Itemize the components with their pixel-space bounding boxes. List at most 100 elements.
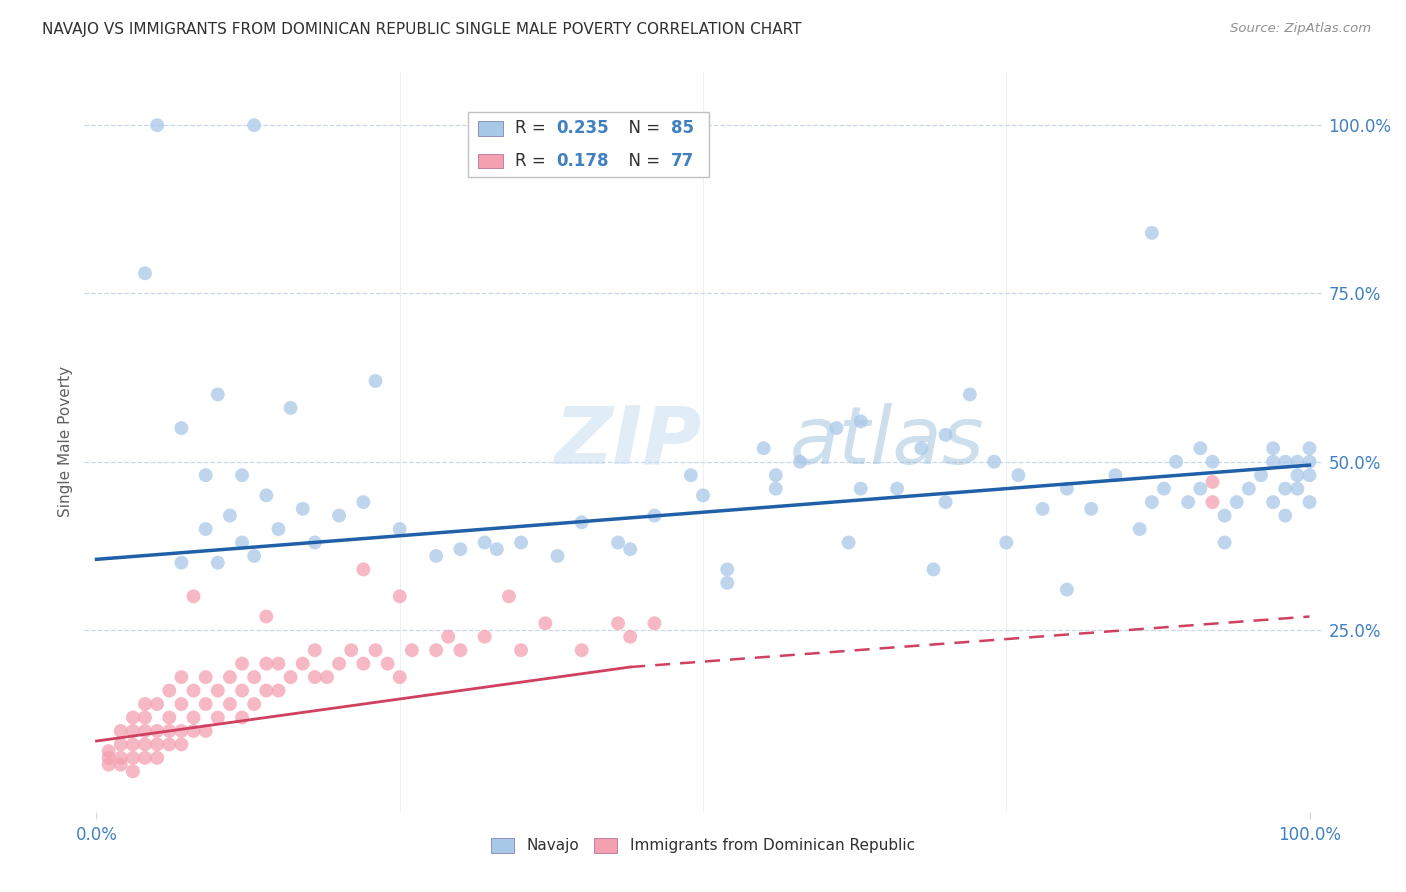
Navajo [546, 549, 568, 563]
Immigrants from Dominican Republic [170, 738, 193, 752]
Navajo [231, 535, 253, 549]
Navajo [243, 118, 266, 132]
Text: 85: 85 [671, 120, 693, 137]
Immigrants from Dominican Republic [352, 562, 374, 576]
Immigrants from Dominican Republic [280, 670, 302, 684]
Navajo [765, 482, 787, 496]
Immigrants from Dominican Republic [231, 683, 253, 698]
Navajo [1129, 522, 1152, 536]
Navajo [1286, 455, 1309, 469]
Immigrants from Dominican Republic [474, 630, 496, 644]
Navajo [619, 542, 641, 557]
Immigrants from Dominican Republic [231, 657, 253, 671]
FancyBboxPatch shape [468, 112, 709, 178]
Navajo [243, 549, 266, 563]
Navajo [607, 535, 630, 549]
Navajo [1298, 468, 1320, 483]
Navajo [838, 535, 860, 549]
Immigrants from Dominican Republic [534, 616, 557, 631]
Immigrants from Dominican Republic [207, 710, 229, 724]
Immigrants from Dominican Republic [134, 738, 156, 752]
Immigrants from Dominican Republic [157, 683, 180, 698]
Navajo [1056, 482, 1078, 496]
Navajo [1274, 482, 1296, 496]
Immigrants from Dominican Republic [194, 670, 217, 684]
Navajo [1298, 455, 1320, 469]
Immigrants from Dominican Republic [122, 751, 145, 765]
Navajo [825, 421, 848, 435]
Immigrants from Dominican Republic [134, 751, 156, 765]
Navajo [1140, 495, 1163, 509]
Text: Source: ZipAtlas.com: Source: ZipAtlas.com [1230, 22, 1371, 36]
Navajo [886, 482, 908, 496]
Navajo [1032, 501, 1054, 516]
Immigrants from Dominican Republic [425, 643, 447, 657]
Immigrants from Dominican Republic [170, 670, 193, 684]
Text: R =: R = [515, 120, 551, 137]
Immigrants from Dominican Republic [388, 590, 411, 604]
Navajo [910, 442, 932, 456]
Navajo [219, 508, 242, 523]
Immigrants from Dominican Republic [619, 630, 641, 644]
Navajo [1213, 535, 1236, 549]
Navajo [935, 427, 957, 442]
Immigrants from Dominican Republic [157, 710, 180, 724]
Immigrants from Dominican Republic [291, 657, 314, 671]
Navajo [1177, 495, 1199, 509]
Immigrants from Dominican Republic [97, 751, 120, 765]
Immigrants from Dominican Republic [146, 723, 169, 738]
Navajo [789, 455, 811, 469]
Navajo [571, 516, 593, 530]
Text: R =: R = [515, 152, 551, 170]
Immigrants from Dominican Republic [183, 710, 205, 724]
Bar [478, 121, 502, 136]
Immigrants from Dominican Republic [449, 643, 471, 657]
Immigrants from Dominican Republic [97, 744, 120, 758]
Immigrants from Dominican Republic [352, 657, 374, 671]
Text: N =: N = [617, 152, 665, 170]
Navajo [474, 535, 496, 549]
Immigrants from Dominican Republic [170, 723, 193, 738]
Immigrants from Dominican Republic [643, 616, 665, 631]
Immigrants from Dominican Republic [401, 643, 423, 657]
Immigrants from Dominican Republic [207, 683, 229, 698]
Immigrants from Dominican Republic [254, 609, 277, 624]
Immigrants from Dominican Republic [134, 697, 156, 711]
Text: 0.235: 0.235 [555, 120, 609, 137]
Navajo [1007, 468, 1029, 483]
Immigrants from Dominican Republic [146, 738, 169, 752]
Navajo [267, 522, 290, 536]
Immigrants from Dominican Republic [267, 657, 290, 671]
Immigrants from Dominican Republic [110, 757, 132, 772]
Navajo [352, 495, 374, 509]
Navajo [1189, 482, 1212, 496]
Immigrants from Dominican Republic [194, 697, 217, 711]
Text: atlas: atlas [790, 402, 984, 481]
Navajo [849, 482, 872, 496]
Navajo [364, 374, 387, 388]
Navajo [1201, 455, 1223, 469]
Navajo [254, 488, 277, 502]
Navajo [291, 501, 314, 516]
Navajo [1286, 482, 1309, 496]
Immigrants from Dominican Republic [1201, 495, 1223, 509]
Navajo [1261, 455, 1284, 469]
Navajo [995, 535, 1018, 549]
Immigrants from Dominican Republic [122, 738, 145, 752]
Navajo [679, 468, 702, 483]
Immigrants from Dominican Republic [231, 710, 253, 724]
Immigrants from Dominican Republic [122, 764, 145, 779]
Navajo [935, 495, 957, 509]
Immigrants from Dominican Republic [254, 657, 277, 671]
Immigrants from Dominican Republic [243, 697, 266, 711]
Navajo [425, 549, 447, 563]
Navajo [304, 535, 326, 549]
Navajo [280, 401, 302, 415]
Immigrants from Dominican Republic [134, 723, 156, 738]
Immigrants from Dominican Republic [194, 723, 217, 738]
Immigrants from Dominican Republic [122, 723, 145, 738]
Text: 0.178: 0.178 [555, 152, 609, 170]
Text: N =: N = [617, 120, 665, 137]
Navajo [752, 442, 775, 456]
Immigrants from Dominican Republic [607, 616, 630, 631]
